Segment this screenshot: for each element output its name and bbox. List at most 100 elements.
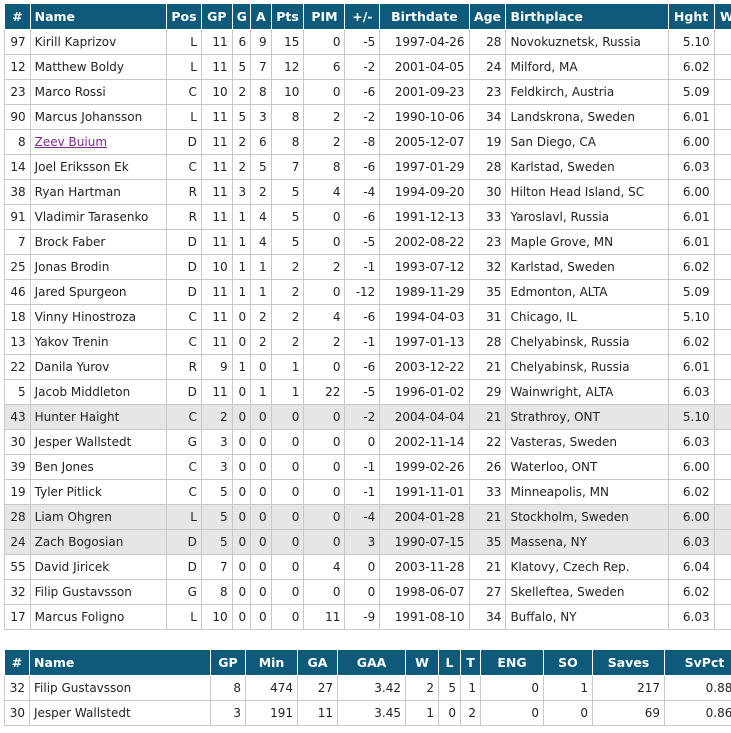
cell-pim: 0 — [303, 279, 346, 305]
cell-min: 474 — [245, 675, 298, 701]
column-header-name[interactable]: Name — [29, 4, 168, 30]
column-header-so[interactable]: SO — [543, 650, 593, 676]
cell-ga: 27 — [297, 675, 338, 701]
column-header-gp[interactable]: GP — [210, 650, 246, 676]
cell-age: 23 — [468, 229, 507, 255]
cell-birthplace: Novokuznetsk, Russia — [505, 29, 669, 55]
cell-pim: 0 — [303, 404, 346, 430]
cell-pim: 0 — [303, 479, 346, 505]
cell-num: 23 — [4, 79, 31, 105]
cell-gp: 10 — [200, 79, 233, 105]
column-header-t[interactable]: T — [460, 650, 481, 676]
cell-birthplace: Chicago, IL — [505, 304, 669, 330]
cell-birthplace: Chelyabinsk, Russia — [505, 329, 669, 355]
column-header-eng[interactable]: ENG — [480, 650, 544, 676]
cell-birthdate: 1991-11-01 — [379, 479, 470, 505]
cell-pm: -5 — [344, 29, 381, 55]
column-header-birthdate[interactable]: Birthdate — [379, 4, 470, 30]
cell-saves: 69 — [592, 700, 665, 726]
cell-a: 2 — [250, 304, 272, 330]
cell-pos: C — [166, 329, 202, 355]
cell-saves: 217 — [592, 675, 665, 701]
column-header-wght[interactable]: Wght — [713, 4, 731, 30]
cell-birthplace: Stockholm, Sweden — [505, 504, 669, 530]
cell-birthplace: Massena, NY — [505, 529, 669, 555]
cell-pts: 0 — [270, 579, 305, 605]
cell-pm: -2 — [344, 404, 381, 430]
column-header-birthplace[interactable]: Birthplace — [505, 4, 669, 30]
cell-pm: -6 — [344, 79, 381, 105]
column-header-pts[interactable]: Pts — [270, 4, 305, 30]
cell-pts: 0 — [270, 529, 305, 555]
column-header-age[interactable]: Age — [468, 4, 507, 30]
column-header-saves[interactable]: Saves — [592, 650, 665, 676]
cell-pos: R — [166, 354, 202, 380]
goalie-stats-table: # Name GP Min GA GAA W L T ENG SO Saves SvPct 32 Fili… — [4, 650, 731, 726]
cell-pim: 0 — [303, 29, 346, 55]
cell-hght: 6.01 — [667, 354, 715, 380]
cell-pm: 0 — [344, 579, 381, 605]
player-link[interactable]: Zeev Buium — [34, 135, 108, 149]
cell-name: Jesper Wallstedt — [29, 700, 211, 726]
cell-pm: 3 — [344, 529, 381, 555]
column-header-pim[interactable]: PIM — [303, 4, 346, 30]
column-header-min[interactable]: Min — [245, 650, 298, 676]
cell-wght: 206 — [713, 229, 731, 255]
table-row: 12 Matthew Boldy L 11 5 7 12 6 -2 2001-04-05 24 Mil… — [4, 54, 731, 80]
table-row: 28 Liam Ohgren L 5 0 0 0 0 -4 2004-01-28 21 Stockho… — [4, 504, 731, 530]
cell-birthdate: 1994-09-20 — [379, 179, 470, 205]
cell-a: 0 — [250, 529, 272, 555]
cell-pts: 7 — [270, 154, 305, 180]
column-header-[interactable]: # — [4, 4, 31, 30]
cell-hght: 5.10 — [667, 29, 715, 55]
cell-pim: 8 — [303, 154, 346, 180]
cell-pts: 15 — [270, 29, 305, 55]
cell-pm: -6 — [344, 154, 381, 180]
column-header-l[interactable]: L — [438, 650, 461, 676]
cell-wght: 226 — [713, 604, 731, 630]
cell-name: Zach Bogosian — [29, 529, 168, 555]
column-header-gp[interactable]: GP — [200, 4, 233, 30]
column-header-gaa[interactable]: GAA — [337, 650, 406, 676]
cell-l: 5 — [438, 675, 461, 701]
cell-svpct: 0.863 — [664, 700, 731, 726]
column-header-name[interactable]: Name — [29, 650, 211, 676]
cell-num: 43 — [4, 404, 31, 430]
cell-pts: 5 — [270, 204, 305, 230]
cell-g: 0 — [231, 329, 252, 355]
cell-name: Liam Ohgren — [29, 504, 168, 530]
cell-birthdate: 2004-04-04 — [379, 404, 470, 430]
cell-age: 21 — [468, 504, 507, 530]
column-header-[interactable]: +/- — [344, 4, 381, 30]
cell-a: 0 — [250, 479, 272, 505]
cell-num: 25 — [4, 254, 31, 280]
cell-pts: 0 — [270, 604, 305, 630]
column-header-[interactable]: # — [4, 650, 30, 676]
cell-num: 91 — [4, 204, 31, 230]
cell-hght: 5.09 — [667, 279, 715, 305]
table-row: 90 Marcus Johansson L 11 5 3 8 2 -2 1990-10-06 34 L… — [4, 104, 731, 130]
cell-name: Jacob Middleton — [29, 379, 168, 405]
cell-age: 21 — [468, 404, 507, 430]
column-header-w[interactable]: W — [405, 650, 439, 676]
cell-hght: 6.03 — [667, 379, 715, 405]
column-header-ga[interactable]: GA — [297, 650, 338, 676]
cell-birthplace: Karlstad, Sweden — [505, 154, 669, 180]
cell-gp: 8 — [200, 579, 233, 605]
cell-a: 3 — [250, 104, 272, 130]
column-header-pos[interactable]: Pos — [166, 4, 202, 30]
table-row: 24 Zach Bogosian D 5 0 0 0 0 3 1990-07-15 35 Massen… — [4, 529, 731, 555]
column-header-g[interactable]: G — [231, 4, 252, 30]
cell-num: 46 — [4, 279, 31, 305]
cell-hght: 6.00 — [667, 454, 715, 480]
cell-pm: -8 — [344, 129, 381, 155]
cell-wght: 184 — [713, 579, 731, 605]
column-header-svpct[interactable]: SvPct — [664, 650, 731, 676]
cell-g: 5 — [231, 104, 252, 130]
cell-a: 0 — [250, 454, 272, 480]
cell-birthplace: Minneapolis, MN — [505, 479, 669, 505]
column-header-a[interactable]: A — [250, 4, 272, 30]
cell-pts: 2 — [270, 329, 305, 355]
cell-pts: 0 — [270, 479, 305, 505]
column-header-hght[interactable]: Hght — [667, 4, 715, 30]
